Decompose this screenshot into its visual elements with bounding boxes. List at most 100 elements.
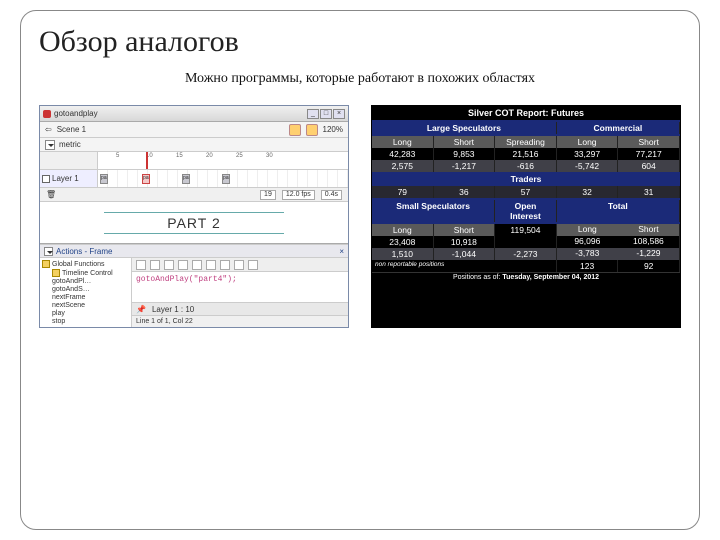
cell: 79 [372, 186, 434, 198]
cell: 23,408 [372, 236, 434, 248]
cell: 36 [434, 186, 496, 198]
close-icon[interactable]: × [333, 109, 345, 119]
tree-item[interactable]: nextScene [52, 302, 85, 309]
replace-icon[interactable] [164, 260, 174, 270]
layer-row: Layer 1 part1 part2 part3 part4 [40, 170, 348, 188]
book-icon [52, 269, 60, 277]
scene-label[interactable]: Scene 1 [57, 125, 86, 134]
script-tabs: 📌 Layer 1 : 10 [132, 302, 348, 315]
cell: 123 [557, 260, 619, 272]
fps-value: 12.0 fps [282, 190, 315, 200]
cell: 32 [557, 186, 619, 198]
col-short: Short [618, 136, 680, 148]
metric-label: metric [59, 140, 81, 149]
col-long: Long [372, 136, 434, 148]
tree-item[interactable]: play [52, 310, 65, 317]
tree-item[interactable]: stop [52, 318, 65, 325]
tree-item[interactable]: nextFrame [52, 294, 85, 301]
actions-tree[interactable]: Global Functions Timeline Control gotoAn… [40, 258, 132, 327]
time-value: 0.4s [321, 190, 342, 200]
hint-icon[interactable] [220, 260, 230, 270]
cell: -5,742 [557, 160, 619, 172]
trash-icon[interactable]: 🗑 [46, 190, 56, 199]
footer-note: non reportable positions [372, 260, 557, 272]
maximize-icon[interactable]: □ [320, 109, 332, 119]
layer-icon [42, 175, 50, 183]
cell: -3,783 [557, 248, 618, 260]
timeline: 5 10 15 20 25 30 [40, 152, 348, 170]
stage: PART 2 [40, 202, 348, 244]
frame-num: 19 [260, 190, 276, 200]
section-open-interest: Open Interest [495, 200, 557, 222]
app-icon [43, 110, 51, 118]
slide-frame: Обзор аналогов Можно программы, которые … [20, 10, 700, 530]
keyframe[interactable]: part4 [222, 174, 230, 184]
col-spreading: Spreading [495, 136, 557, 148]
cell: -616 [495, 160, 557, 172]
oi-value: 119,504 [495, 224, 557, 236]
debug-icon[interactable] [234, 260, 244, 270]
script-tab[interactable]: Layer 1 : 10 [152, 305, 194, 314]
cell: 108,586 [618, 236, 679, 248]
col-long: Long [557, 136, 619, 148]
book-icon [42, 260, 50, 268]
playhead-icon[interactable] [146, 152, 148, 169]
cell: 92 [618, 260, 680, 272]
tree-item[interactable]: gotoAndPl… [52, 278, 91, 285]
cell: 77,217 [618, 148, 680, 160]
cell: 31 [618, 186, 680, 198]
cell: 96,096 [557, 236, 618, 248]
pin-icon[interactable]: 📌 [136, 305, 146, 314]
edit-symbol-icon[interactable] [306, 124, 318, 136]
minimize-icon[interactable]: _ [307, 109, 319, 119]
options-icon[interactable] [248, 260, 258, 270]
keyframe[interactable]: part2 [142, 174, 150, 184]
stage-text: PART 2 [167, 215, 220, 231]
cell: 10,918 [434, 236, 496, 248]
flash-ide-screenshot: gotoandplay _ □ × ⇦ Scene 1 120% metric [39, 105, 349, 328]
cot-report-table: Silver COT Report: Futures Large Specula… [371, 105, 681, 328]
chevron-down-icon[interactable] [44, 247, 53, 256]
metric-dropdown-icon[interactable] [45, 140, 55, 150]
zoom-value[interactable]: 120% [323, 125, 343, 134]
section-total: Total [557, 200, 680, 222]
actions-panel: Actions - Frame × Global Functions Timel… [40, 244, 348, 327]
frames-track[interactable]: part1 part2 part3 part4 [98, 170, 348, 187]
cell: -1,229 [618, 248, 679, 260]
cell: 2,575 [372, 160, 434, 172]
keyframe[interactable]: part1 [100, 174, 108, 184]
window-titlebar: gotoandplay _ □ × [40, 106, 348, 122]
cell: 57 [495, 186, 557, 198]
target-icon[interactable] [178, 260, 188, 270]
timeline-ruler[interactable]: 5 10 15 20 25 30 [98, 152, 348, 169]
scene-toolbar: ⇦ Scene 1 120% [40, 122, 348, 138]
cell: 604 [618, 160, 680, 172]
slide-title: Обзор аналогов [39, 25, 681, 59]
window-title: gotoandplay [54, 109, 98, 118]
edit-scene-icon[interactable] [289, 124, 301, 136]
add-icon[interactable] [136, 260, 146, 270]
layer-name[interactable]: Layer 1 [52, 174, 79, 183]
actions-panel-title[interactable]: Actions - Frame × [40, 244, 348, 258]
cell: -1,217 [434, 160, 496, 172]
keyframe[interactable]: part3 [182, 174, 190, 184]
section-large-spec: Large Speculators [372, 122, 557, 134]
metric-bar: metric [40, 138, 348, 152]
code-editor[interactable]: gotoAndPlay("part4"); [132, 272, 348, 302]
section-traders: Traders [372, 172, 680, 186]
actions-toolbar [132, 258, 348, 272]
find-icon[interactable] [150, 260, 160, 270]
cell: -1,044 [434, 248, 496, 260]
cell: 33,297 [557, 148, 619, 160]
scene-arrow-icon[interactable]: ⇦ [45, 125, 52, 134]
timeline-status: 🗑 19 12.0 fps 0.4s [40, 188, 348, 202]
cot-title: Silver COT Report: Futures [372, 106, 680, 120]
slide-subtitle: Можно программы, которые работают в похо… [39, 71, 681, 87]
date-label: Positions as of: [453, 274, 500, 281]
content-row: gotoandplay _ □ × ⇦ Scene 1 120% metric [39, 105, 681, 328]
format-icon[interactable] [206, 260, 216, 270]
report-date: Tuesday, September 04, 2012 [502, 274, 599, 281]
tree-item[interactable]: gotoAndS… [52, 286, 90, 293]
check-icon[interactable] [192, 260, 202, 270]
panel-close-icon[interactable]: × [339, 247, 344, 256]
